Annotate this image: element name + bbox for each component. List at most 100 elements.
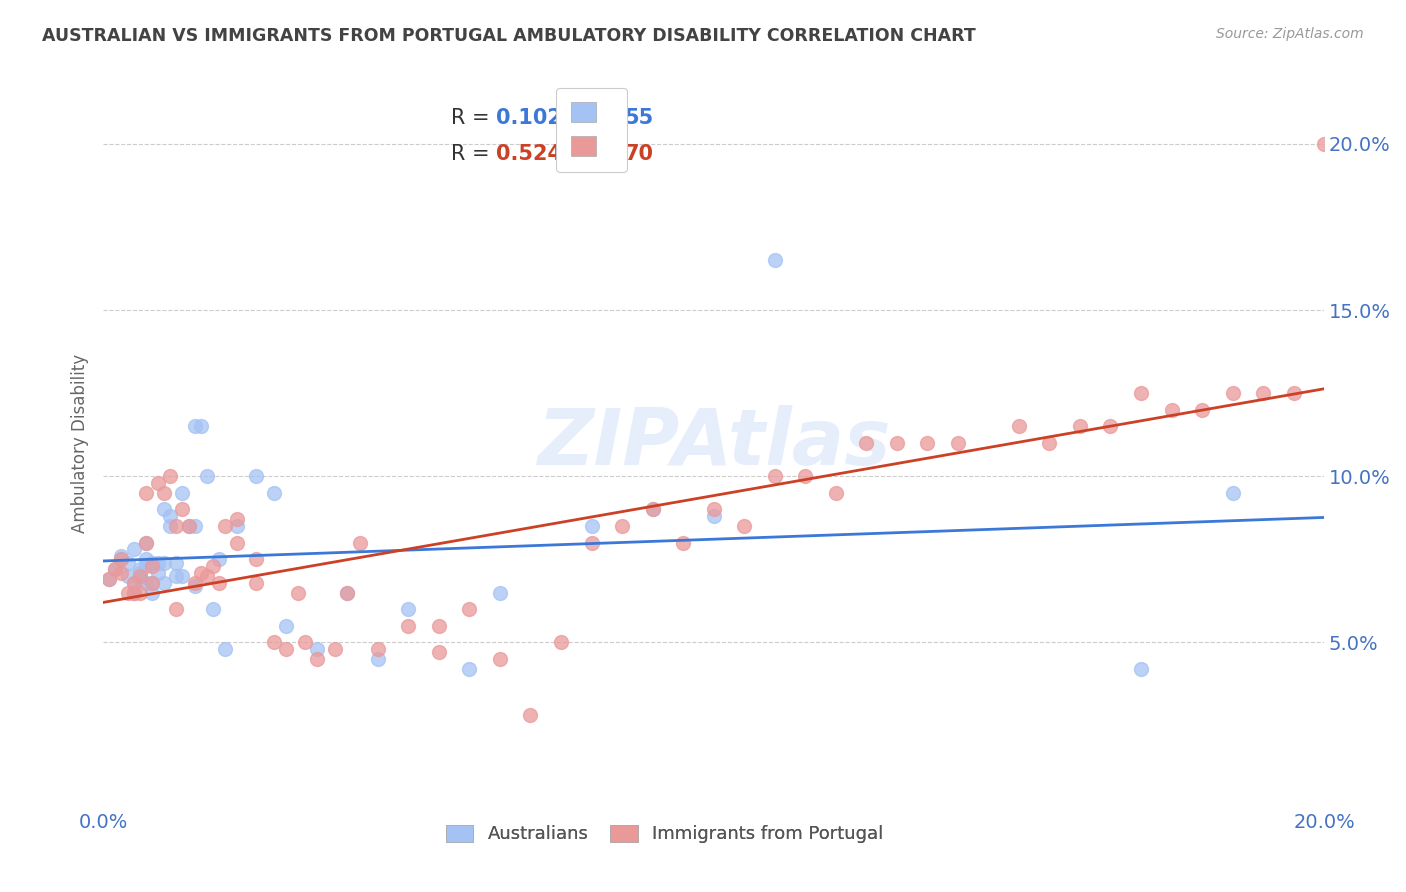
Point	[610, 519, 633, 533]
Point	[733, 519, 755, 533]
Text: N =: N =	[585, 145, 631, 164]
Point	[110, 552, 132, 566]
Point	[1130, 386, 1153, 401]
Point	[135, 552, 157, 566]
Point	[208, 552, 231, 566]
Point	[128, 585, 150, 599]
Point	[489, 652, 512, 666]
Point	[305, 652, 328, 666]
Point	[110, 566, 132, 580]
Point	[1191, 402, 1213, 417]
Point	[195, 569, 218, 583]
Point	[396, 619, 419, 633]
Point	[122, 585, 145, 599]
Point	[1313, 136, 1336, 151]
Point	[153, 556, 176, 570]
Point	[141, 575, 163, 590]
Point	[294, 635, 316, 649]
Text: 0.102: 0.102	[496, 108, 562, 128]
Point	[110, 549, 132, 563]
Point	[202, 602, 225, 616]
Point	[135, 486, 157, 500]
Point	[98, 572, 121, 586]
Point	[263, 486, 285, 500]
Point	[122, 575, 145, 590]
Point	[122, 575, 145, 590]
Point	[117, 556, 139, 570]
Point	[824, 486, 846, 500]
Point	[122, 585, 145, 599]
Legend: Australians, Immigrants from Portugal: Australians, Immigrants from Portugal	[439, 817, 890, 851]
Text: 70: 70	[624, 145, 654, 164]
Point	[458, 662, 481, 676]
Point	[946, 436, 969, 450]
Point	[141, 556, 163, 570]
Point	[1130, 662, 1153, 676]
Point	[98, 572, 121, 586]
Point	[703, 502, 725, 516]
Point	[427, 619, 450, 633]
Point	[141, 585, 163, 599]
Point	[581, 519, 603, 533]
Point	[135, 535, 157, 549]
Point	[153, 575, 176, 590]
Point	[104, 562, 127, 576]
Point	[1099, 419, 1122, 434]
Point	[183, 519, 205, 533]
Point	[794, 469, 817, 483]
Point	[183, 575, 205, 590]
Point	[128, 562, 150, 576]
Point	[214, 519, 236, 533]
Point	[276, 619, 298, 633]
Point	[110, 552, 132, 566]
Point	[287, 585, 309, 599]
Point	[165, 556, 187, 570]
Point	[146, 566, 169, 580]
Point	[305, 642, 328, 657]
Point	[165, 519, 187, 533]
Point	[183, 579, 205, 593]
Point	[117, 569, 139, 583]
Point	[104, 562, 127, 576]
Point	[245, 469, 267, 483]
Y-axis label: Ambulatory Disability: Ambulatory Disability	[72, 353, 89, 533]
Point	[226, 535, 249, 549]
Point	[165, 569, 187, 583]
Point	[128, 566, 150, 580]
Point	[641, 502, 664, 516]
Point	[1008, 419, 1031, 434]
Text: 0.524: 0.524	[496, 145, 562, 164]
Point	[141, 558, 163, 573]
Point	[519, 708, 541, 723]
Point	[195, 469, 218, 483]
Point	[177, 519, 200, 533]
Point	[1222, 386, 1244, 401]
Point	[172, 502, 194, 516]
Point	[703, 509, 725, 524]
Point	[427, 645, 450, 659]
Point	[135, 575, 157, 590]
Point	[1222, 486, 1244, 500]
Point	[141, 575, 163, 590]
Point	[367, 652, 389, 666]
Point	[1160, 402, 1182, 417]
Point	[159, 509, 181, 524]
Point	[245, 552, 267, 566]
Point	[1282, 386, 1305, 401]
Point	[208, 575, 231, 590]
Text: 55: 55	[624, 108, 654, 128]
Text: Source: ZipAtlas.com: Source: ZipAtlas.com	[1216, 27, 1364, 41]
Point	[146, 556, 169, 570]
Point	[135, 535, 157, 549]
Point	[135, 558, 157, 573]
Point	[153, 486, 176, 500]
Point	[336, 585, 359, 599]
Point	[1038, 436, 1060, 450]
Point	[245, 575, 267, 590]
Point	[122, 542, 145, 557]
Point	[855, 436, 877, 450]
Point	[1251, 386, 1274, 401]
Point	[1069, 419, 1091, 434]
Point	[226, 512, 249, 526]
Point	[172, 486, 194, 500]
